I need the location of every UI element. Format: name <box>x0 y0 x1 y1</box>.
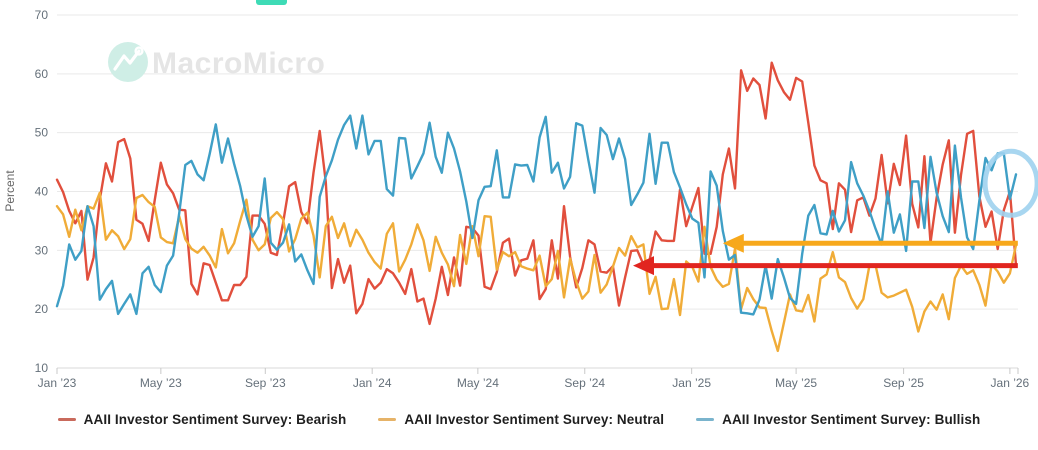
watermark-text: MacroMicro <box>152 47 325 80</box>
x-tick-label: Jan ’25 <box>672 376 711 390</box>
legend-label: AAII Investor Sentiment Survey: Bullish <box>722 412 981 427</box>
legend-label: AAII Investor Sentiment Survey: Bearish <box>83 412 347 427</box>
axis-layer: Jan ’23 May ’23 Sep ’23 Jan ’24 May ’24 Sep ’… <box>38 368 1030 390</box>
x-tick-label: Sep ’24 <box>564 376 605 390</box>
x-tick-label: Sep ’23 <box>245 376 286 390</box>
annotation-layer <box>633 148 1038 276</box>
legend-item-bullish[interactable]: AAII Investor Sentiment Survey: Bullish <box>696 412 980 427</box>
x-tick-label: May ’25 <box>775 376 817 390</box>
x-tick-label: May ’24 <box>457 376 499 390</box>
legend-label: AAII Investor Sentiment Survey: Neutral <box>404 412 665 427</box>
x-tick-label: May ’23 <box>140 376 182 390</box>
chart-legend: AAII Investor Sentiment Survey: Bearish A… <box>0 412 1038 427</box>
x-tick-label: Jan ’23 <box>38 376 77 390</box>
series-line-bullish[interactable] <box>55 114 1018 316</box>
legend-dash-icon <box>378 418 397 421</box>
x-tick-label: Jan ’24 <box>353 376 392 390</box>
legend-dash-icon <box>696 418 715 421</box>
bearish-level-arrow-head <box>633 256 655 276</box>
x-tick-label: Sep ’25 <box>883 376 924 390</box>
y-tick-label: 70 <box>35 8 49 22</box>
legend-dash-icon <box>57 418 76 421</box>
y-axis-label: Percent <box>3 170 17 212</box>
grid-layer: 70 60 50 40 30 20 10 <box>35 8 1018 375</box>
zigzag-ring-icon <box>134 46 144 56</box>
series-line-neutral[interactable] <box>55 191 1018 353</box>
y-tick-label: 40 <box>35 184 49 198</box>
teal-artifact <box>256 0 287 5</box>
legend-item-bearish[interactable]: AAII Investor Sentiment Survey: Bearish <box>57 412 347 427</box>
y-tick-label: 10 <box>35 361 49 375</box>
legend-item-neutral[interactable]: AAII Investor Sentiment Survey: Neutral <box>378 412 664 427</box>
bullish-endpoint-circle <box>982 148 1038 218</box>
y-tick-label: 50 <box>35 126 49 140</box>
y-tick-label: 30 <box>35 243 49 257</box>
series-line-bearish[interactable] <box>55 61 1018 326</box>
sentiment-chart[interactable]: 70 60 50 40 30 20 10 MacroMicro Percent Jan ’2… <box>0 0 1038 410</box>
watermark: MacroMicro <box>108 42 325 82</box>
x-tick-label: Jan ’26 <box>991 376 1030 390</box>
y-tick-label: 60 <box>35 67 49 81</box>
series-layer <box>55 61 1018 353</box>
zigzag-chart-icon <box>113 49 141 71</box>
y-tick-label: 20 <box>35 302 49 316</box>
neutral-level-arrow-head <box>722 233 744 253</box>
